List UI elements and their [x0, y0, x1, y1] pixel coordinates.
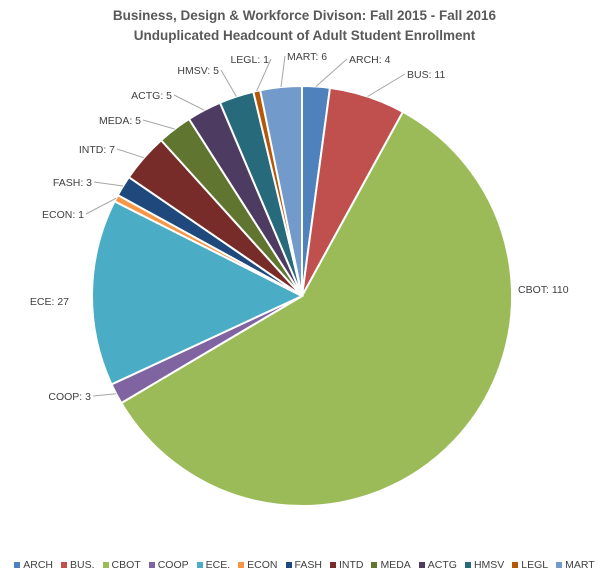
- data-label-intd: INTD: 7: [79, 144, 115, 156]
- legend-swatch: [14, 562, 21, 568]
- legend-swatch: [512, 562, 519, 568]
- pie-slice-cbot: [119, 110, 513, 508]
- leader-line-legl: [256, 58, 272, 92]
- legend-label: CBOT: [111, 559, 141, 571]
- data-label-mart: MART: 6: [287, 51, 327, 63]
- data-label-arch: ARCH: 4: [349, 54, 391, 66]
- legend-item-ece: ECE.: [196, 559, 231, 571]
- legend-swatch: [102, 562, 109, 568]
- legend-swatch: [285, 562, 292, 568]
- legend-swatch: [196, 562, 203, 568]
- data-label-meda: MEDA: 5: [99, 115, 141, 127]
- data-label-econ: ECON: 1: [42, 209, 84, 221]
- leader-line-coop: [92, 393, 117, 397]
- pie-slice-ece: [91, 199, 305, 386]
- legend-item-mart: MART: [556, 559, 595, 571]
- legend-label: ECE.: [205, 559, 231, 571]
- legend-swatch: [371, 562, 378, 568]
- legend-swatch: [148, 562, 155, 568]
- legend-label: MART: [565, 559, 595, 571]
- legend-label: INTD: [338, 559, 364, 571]
- chart-legend: ARCH BUS. CBOT COOP ECE. ECON FASH INTD MEDA ACTG…: [0, 556, 609, 574]
- leader-line-meda: [142, 119, 175, 130]
- legend-item-legl: LEGL: [512, 559, 548, 571]
- data-label-actg: ACTG: 5: [131, 90, 172, 102]
- leader-line-mart: [280, 55, 286, 88]
- legend-swatch: [61, 562, 68, 568]
- leader-line-hmsv: [220, 69, 237, 97]
- legend-item-meda: MEDA: [371, 559, 411, 571]
- legend-swatch: [238, 562, 245, 568]
- legend-item-bus: BUS.: [61, 559, 95, 571]
- legend-label: HMSV: [473, 559, 505, 571]
- legend-label: ARCH: [23, 559, 54, 571]
- leader-line-arch: [315, 58, 348, 87]
- legend-label: COOP: [157, 559, 189, 571]
- legend-item-fash: FASH: [285, 559, 322, 571]
- data-label-fash: FASH: 3: [53, 177, 92, 189]
- leader-line-intd: [116, 148, 145, 159]
- data-label-coop: COOP: 3: [48, 391, 91, 403]
- chart-title-block: Business, Design & Workforce Divison: Fa…: [0, 6, 609, 46]
- chart-title: Business, Design & Workforce Divison: Fa…: [112, 8, 497, 23]
- legend-swatch: [464, 562, 471, 568]
- chart-subtitle: Unduplicated Headcount of Adult Student …: [133, 28, 476, 43]
- legend-swatch: [329, 562, 336, 568]
- legend-item-coop: COOP: [148, 559, 189, 571]
- legend-item-cbot: CBOT: [102, 559, 141, 571]
- leader-line-bus: [367, 73, 406, 97]
- data-label-hmsv: HMSV: 5: [177, 65, 219, 77]
- data-label-ece: ECE: 27: [30, 296, 69, 308]
- leader-line-actg: [173, 94, 205, 111]
- legend-item-hmsv: HMSV: [464, 559, 505, 571]
- legend-item-arch: ARCH: [14, 559, 53, 571]
- legend-item-intd: INTD: [329, 559, 364, 571]
- data-label-legl: LEGL: 1: [230, 54, 269, 66]
- legend-label: BUS.: [70, 559, 95, 571]
- legend-label: LEGL: [521, 559, 549, 571]
- legend-swatch: [556, 562, 563, 568]
- legend-label: ACTG: [427, 559, 457, 571]
- data-label-bus: BUS: 11: [407, 69, 445, 81]
- legend-label: MEDA: [380, 559, 411, 571]
- legend-label: FASH: [294, 559, 322, 571]
- legend-swatch: [418, 562, 425, 568]
- leader-line-fash: [93, 181, 124, 187]
- leader-line-econ: [85, 197, 117, 215]
- legend-label: ECON: [247, 559, 278, 571]
- data-label-cbot: CBOT: 110: [518, 284, 569, 296]
- legend-item-econ: ECON: [238, 559, 278, 571]
- legend-item-actg: ACTG: [418, 559, 457, 571]
